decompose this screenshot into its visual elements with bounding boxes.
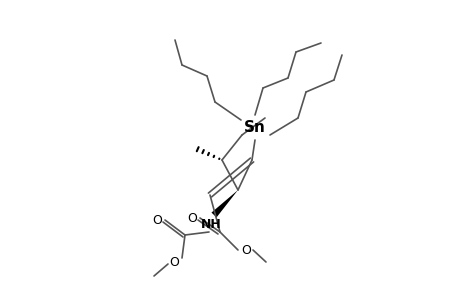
Text: O: O (152, 214, 162, 226)
Text: O: O (241, 244, 251, 256)
Text: Sn: Sn (244, 121, 265, 136)
Text: O: O (169, 256, 179, 268)
Polygon shape (211, 190, 237, 218)
Text: O: O (187, 212, 196, 224)
Text: NH: NH (200, 218, 221, 232)
